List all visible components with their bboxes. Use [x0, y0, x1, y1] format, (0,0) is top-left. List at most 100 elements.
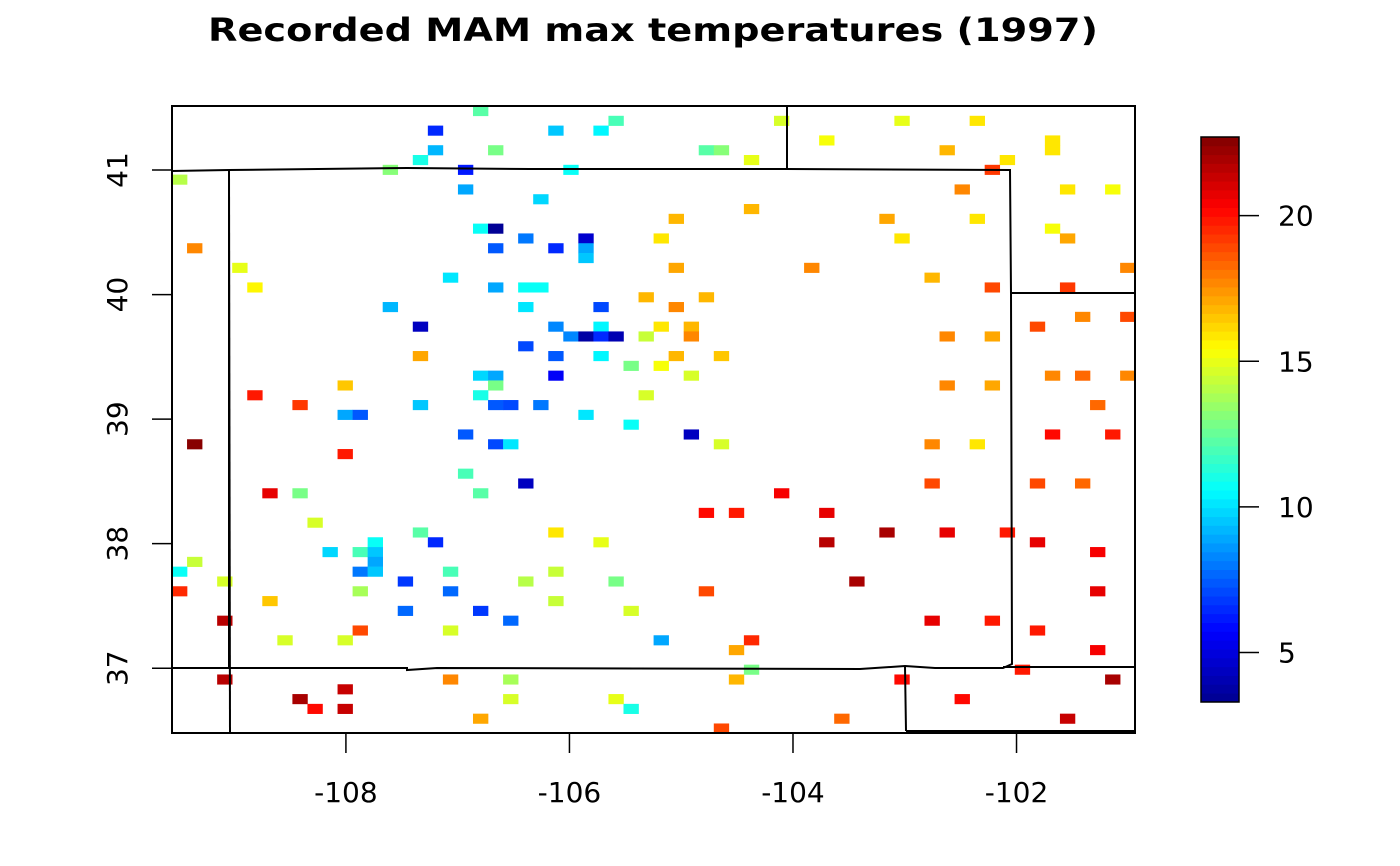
data-cell: [187, 556, 203, 567]
x-tick-label: -108: [314, 776, 378, 809]
data-cell: [397, 576, 414, 587]
data-cell: [217, 615, 233, 626]
data-cell: [1029, 478, 1046, 489]
colorbar-swatch: [1201, 631, 1239, 641]
data-cell: [924, 615, 940, 626]
data-cell: [337, 703, 353, 714]
data-cell: [472, 223, 489, 234]
data-cell: [533, 194, 549, 205]
state-borders: [171, 105, 1136, 734]
data-cell: [412, 351, 429, 362]
colorbar-swatch: [1201, 649, 1239, 659]
colorbar-tick-label: 10: [1278, 491, 1314, 524]
data-cell: [1059, 233, 1076, 244]
colorbar-swatch: [1201, 437, 1239, 447]
data-cell: [879, 213, 895, 224]
data-cell: [638, 292, 654, 303]
data-cell: [1074, 311, 1091, 322]
data-cell: [623, 419, 639, 430]
colorbar-swatch: [1201, 543, 1239, 553]
data-cell: [1059, 184, 1076, 195]
colorbar-swatch: [1201, 498, 1239, 509]
colorbar-tick-label: 5: [1278, 636, 1296, 669]
data-cell: [217, 674, 233, 685]
data-cell: [412, 321, 429, 332]
x-tick-label: -106: [538, 776, 602, 809]
data-cell: [292, 400, 308, 411]
colorbar-swatch: [1201, 278, 1239, 288]
data-cell: [638, 390, 654, 401]
colorbar-tick-label: 15: [1278, 345, 1314, 378]
data-cell: [668, 351, 684, 362]
data-cell: [743, 155, 760, 166]
data-cell: [698, 507, 715, 518]
data-cell: [1090, 586, 1106, 597]
data-cell: [1044, 145, 1061, 156]
data-cell: [939, 380, 955, 391]
data-cell: [548, 370, 564, 381]
data-cell: [623, 605, 639, 616]
data-cell: [819, 537, 835, 548]
data-cell: [488, 282, 504, 293]
data-cell: [548, 125, 564, 136]
data-cell: [247, 390, 263, 401]
data-cell: [698, 292, 715, 303]
colorbar-swatch: [1201, 560, 1239, 570]
data-cell: [743, 635, 760, 646]
data-cell: [548, 243, 564, 254]
chart-title: Recorded MAM max temperatures (1997): [208, 11, 1098, 49]
data-cell: [472, 106, 489, 117]
data-cell: [728, 674, 745, 685]
colorbar-swatch: [1201, 604, 1239, 615]
data-cell: [337, 635, 353, 646]
data-cell: [518, 576, 534, 587]
data-cell: [367, 556, 383, 567]
data-cell: [1074, 370, 1091, 381]
data-cell: [1044, 429, 1061, 440]
data-cell: [969, 115, 985, 126]
data-cell: [683, 321, 700, 332]
data-cell: [593, 351, 609, 362]
data-cell: [1014, 664, 1031, 675]
data-cell: [984, 331, 1001, 342]
data-cell: [593, 302, 609, 313]
data-cell: [457, 468, 474, 479]
colorbar-swatch: [1201, 225, 1239, 235]
data-cell: [172, 566, 188, 577]
data-cell: [503, 674, 519, 685]
data-cell: [984, 380, 1001, 391]
data-cell: [412, 400, 429, 411]
data-cell: [548, 596, 564, 607]
data-cell: [548, 321, 564, 332]
data-cell: [1120, 311, 1136, 322]
data-cell: [322, 547, 338, 558]
data-cell: [683, 331, 700, 342]
data-cell: [503, 615, 519, 626]
colorbar-swatch: [1201, 287, 1239, 297]
data-cell: [698, 145, 715, 156]
x-tick-label: -104: [761, 776, 825, 809]
data-cell: [518, 233, 534, 244]
data-cell: [563, 331, 579, 342]
data-cell: [488, 223, 504, 234]
data-cell: [743, 204, 760, 215]
colorbar-swatch: [1201, 295, 1239, 306]
border-newmexico-oklahoma: [904, 666, 907, 732]
data-cell: [608, 331, 624, 342]
data-cell: [623, 703, 639, 714]
colorbar-swatch: [1201, 640, 1239, 650]
data-cell: [683, 370, 700, 381]
data-cell: [172, 586, 188, 597]
data-cell: [442, 586, 459, 597]
colorbar-swatch: [1201, 207, 1239, 217]
colorbar-swatch: [1201, 410, 1239, 420]
data-cell: [879, 527, 895, 538]
colorbar-swatch: [1201, 181, 1239, 191]
colorbar-swatch: [1201, 269, 1239, 279]
colorbar-swatch: [1201, 251, 1239, 261]
data-cell: [668, 302, 684, 313]
data-cell: [999, 527, 1016, 538]
colorbar-swatch: [1201, 304, 1239, 314]
data-cell: [1120, 370, 1136, 381]
